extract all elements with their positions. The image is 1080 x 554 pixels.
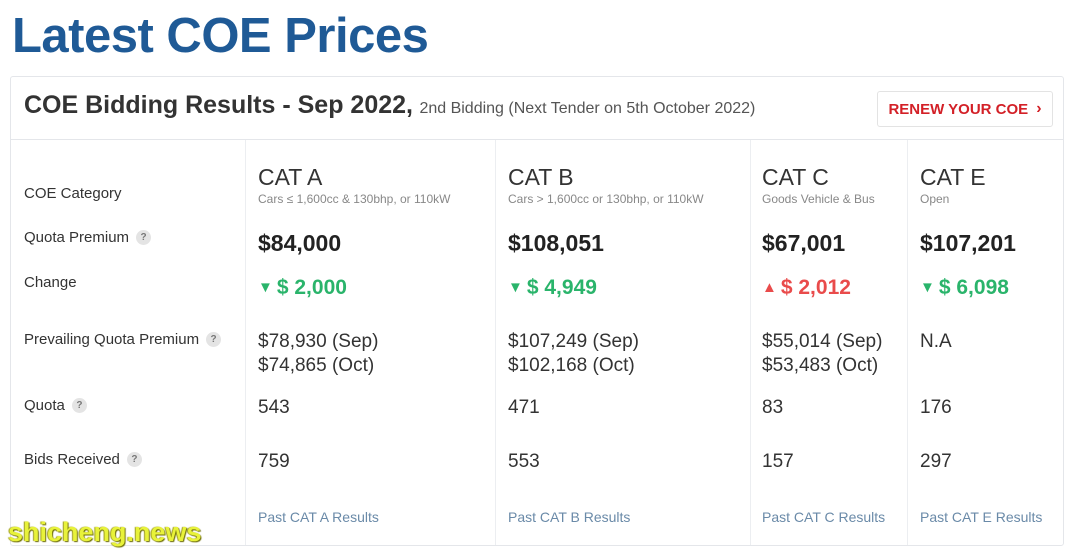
past-cat-b-link[interactable]: Past CAT B Results — [508, 509, 631, 525]
column-divider — [907, 140, 908, 545]
cat-a-desc: Cars ≤ 1,600cc & 130bhp, or 110kW — [258, 192, 451, 206]
cat-c-prevailing-oct: $53,483 (Oct) — [762, 355, 879, 376]
row-label-quota-premium: Quota Premium ? — [24, 229, 152, 246]
arrow-down-icon: ▼ — [508, 279, 523, 296]
past-cat-a-link[interactable]: Past CAT A Results — [258, 509, 379, 525]
cat-a-prevailing-sep: $78,930 (Sep) — [258, 331, 379, 352]
cat-a-name: CAT A — [258, 164, 323, 190]
cat-b-prevailing-sep: $107,249 (Sep) — [508, 331, 639, 352]
cat-a-change: ▼ $ 2,000 — [258, 276, 347, 300]
cat-c-change: ▲ $ 2,012 — [762, 276, 851, 300]
past-cat-e-link[interactable]: Past CAT E Results — [920, 509, 1043, 525]
row-label-prevailing: Prevailing Quota Premium ? — [24, 331, 222, 348]
bidding-title: COE Bidding Results - Sep 2022, — [24, 91, 413, 119]
renew-coe-label: RENEW YOUR COE — [888, 100, 1029, 118]
cat-e-change: ▼ $ 6,098 — [920, 276, 1009, 300]
cat-b-prevailing-oct: $102,168 (Oct) — [508, 355, 635, 376]
cat-c-prevailing-sep: $55,014 (Sep) — [762, 331, 883, 352]
bidding-subtitle: 2nd Bidding (Next Tender on 5th October … — [419, 100, 756, 117]
cat-b-quota: 471 — [508, 397, 540, 418]
cat-e-bids: 297 — [920, 451, 952, 472]
coe-results-card: COE Bidding Results - Sep 2022, 2nd Bidd… — [10, 76, 1064, 546]
watermark: shicheng.news — [8, 517, 202, 547]
cat-b-change: ▼ $ 4,949 — [508, 276, 597, 300]
row-label-change: Change — [24, 274, 77, 291]
arrow-down-icon: ▼ — [920, 279, 935, 296]
help-icon[interactable]: ? — [136, 230, 152, 245]
change-value: $ 2,000 — [276, 276, 347, 299]
row-label-text: Prevailing Quota Premium — [24, 331, 200, 348]
cat-c-premium: $67,001 — [762, 230, 846, 256]
card-heading: COE Bidding Results - Sep 2022, 2nd Bidd… — [24, 91, 755, 120]
page-title: Latest COE Prices — [12, 9, 429, 63]
column-divider — [245, 140, 246, 545]
cat-a-quota: 543 — [258, 397, 290, 418]
column-divider — [495, 140, 496, 545]
change-value: $ 6,098 — [938, 276, 1009, 299]
cat-a-premium: $84,000 — [258, 230, 342, 256]
cat-b-name: CAT B — [508, 164, 574, 190]
row-label-quota: Quota ? — [24, 397, 87, 414]
cat-c-bids: 157 — [762, 451, 794, 472]
row-label-text: Quota — [24, 397, 65, 414]
cat-a-bids: 759 — [258, 451, 290, 472]
card-header: COE Bidding Results - Sep 2022, 2nd Bidd… — [11, 77, 1063, 140]
row-label-text: Change — [24, 274, 77, 291]
cat-e-name: CAT E — [920, 164, 986, 190]
help-icon[interactable]: ? — [71, 398, 87, 413]
cat-c-desc: Goods Vehicle & Bus — [762, 192, 875, 206]
past-cat-c-link[interactable]: Past CAT C Results — [762, 509, 886, 525]
row-label-category: COE Category — [24, 185, 122, 202]
row-label-text: Quota Premium — [24, 229, 130, 246]
cat-e-desc: Open — [920, 192, 950, 206]
cat-c-name: CAT C — [762, 164, 829, 190]
arrow-up-icon: ▲ — [762, 279, 777, 296]
cat-a-prevailing-oct: $74,865 (Oct) — [258, 355, 375, 376]
chevron-right-icon: › — [1036, 100, 1042, 117]
row-label-text: COE Category — [24, 185, 122, 202]
cat-b-bids: 553 — [508, 451, 540, 472]
cat-b-desc: Cars > 1,600cc or 130bhp, or 110kW — [508, 192, 704, 206]
row-label-bids: Bids Received ? — [24, 451, 142, 468]
arrow-down-icon: ▼ — [258, 279, 273, 296]
change-value: $ 2,012 — [780, 276, 851, 299]
help-icon[interactable]: ? — [126, 452, 142, 467]
renew-coe-button[interactable]: RENEW YOUR COE › — [877, 91, 1053, 127]
help-icon[interactable]: ? — [206, 332, 222, 347]
row-label-text: Bids Received — [24, 451, 120, 468]
column-divider — [750, 140, 751, 545]
cat-e-prevailing-sep: N.A — [920, 331, 952, 352]
cat-b-premium: $108,051 — [508, 230, 604, 256]
cat-c-quota: 83 — [762, 397, 784, 418]
cat-e-premium: $107,201 — [920, 230, 1016, 256]
cat-e-quota: 176 — [920, 397, 952, 418]
change-value: $ 4,949 — [526, 276, 597, 299]
